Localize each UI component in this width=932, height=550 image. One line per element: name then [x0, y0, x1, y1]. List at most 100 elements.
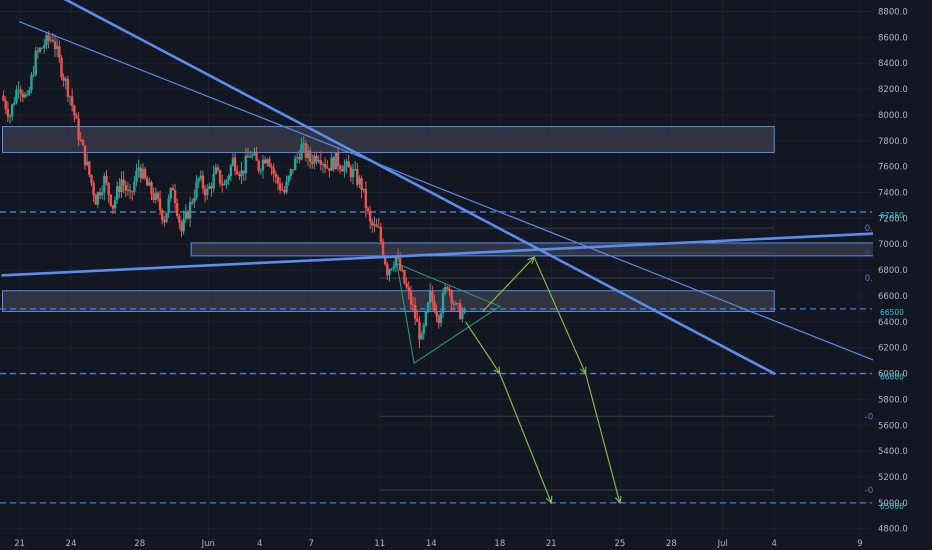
candle-body-98: [212, 174, 215, 189]
candle-body-92: [199, 175, 202, 179]
trendline-1: [19, 21, 895, 369]
candle-body-154: [332, 157, 335, 170]
candle-body-160: [345, 161, 348, 166]
time-tick-label-13: 4: [772, 539, 777, 549]
price-axis-background: [873, 0, 932, 550]
time-tick-label-3: Jun: [201, 539, 215, 549]
price-level-tag-0: 67250: [880, 211, 904, 220]
projection-0-segment-1: [533, 256, 587, 374]
candle-body-127: [274, 173, 278, 177]
candle-body-93: [201, 175, 205, 189]
candle-body-15: [34, 50, 37, 75]
candle-body-89: [193, 197, 196, 203]
candle-body-61: [133, 181, 136, 192]
candle-body-31: [68, 96, 72, 98]
candle-body-209: [450, 291, 453, 304]
candle-body-76: [165, 212, 168, 223]
candle-body-2: [6, 109, 10, 117]
candle-body-205: [441, 292, 445, 314]
candle-body-97: [210, 185, 213, 189]
candle-body-35: [77, 118, 80, 140]
price-tick-label-19: 8600.0: [878, 33, 908, 43]
candle-body-110: [238, 174, 241, 177]
time-axis: 21 24 28 Jun 4 7 11 14 18 21 25 28 Jul 4 9: [0, 537, 932, 550]
candle-body-155: [334, 152, 338, 170]
candle-body-62: [135, 170, 138, 182]
candle-body-122: [263, 159, 267, 164]
candle-body-214: [461, 312, 464, 319]
candle-body-83: [180, 222, 183, 232]
candle-body-43: [94, 195, 97, 205]
candle-body-109: [236, 171, 239, 175]
candle-body-144: [311, 161, 314, 164]
price-tick-label-9: 6600.0: [878, 292, 908, 302]
candle-body-96: [208, 185, 211, 189]
candle-body-162: [349, 167, 353, 178]
candle-body-17: [38, 47, 42, 52]
candle-body-170: [366, 208, 370, 212]
candle-body-88: [191, 201, 194, 203]
price-tick-label-20: 8800.0: [878, 8, 908, 18]
candle-body-8: [19, 89, 22, 94]
candle-body-183: [394, 257, 398, 267]
candle-body-208: [448, 288, 451, 292]
candle-body-4: [10, 104, 14, 117]
candle-body-107: [231, 157, 235, 166]
candle-body-47: [103, 175, 106, 193]
price-tick-label-17: 8200.0: [878, 85, 908, 95]
candle-body-139: [300, 144, 303, 160]
candle-body-5: [13, 102, 16, 105]
candle-body-177: [381, 241, 385, 257]
price-tick-label-3: 5400.0: [878, 447, 908, 457]
candle-body-140: [302, 143, 305, 145]
candle-body-121: [261, 159, 265, 171]
candle-body-167: [360, 178, 363, 190]
price-tick-label-0: 4800.0: [878, 525, 908, 535]
candle-body-14: [32, 74, 35, 76]
candle-body-51: [111, 205, 115, 209]
candle-body-111: [240, 170, 243, 177]
candle-body-45: [98, 192, 102, 196]
candle-body-193: [416, 318, 419, 322]
candle-body-189: [407, 287, 410, 292]
candle-body-38: [83, 145, 87, 166]
price-level-tag-2: 66000: [880, 373, 904, 382]
candle-body-119: [257, 160, 260, 171]
candle-body-108: [233, 157, 237, 172]
time-tick-label-5: 7: [308, 539, 313, 549]
candle-body-206: [443, 287, 447, 293]
time-tick-label-9: 21: [546, 539, 557, 549]
candle-body-49: [107, 182, 110, 195]
projection-1-segment-1: [499, 373, 552, 504]
candle-body-136: [293, 158, 297, 171]
projection-1-segment-0: [465, 321, 501, 374]
candle-body-78: [169, 187, 172, 199]
candle-body-7: [17, 89, 20, 91]
price-tick-label-1: 5000.0: [878, 499, 908, 509]
time-tick-label-4: 4: [257, 539, 262, 549]
price-tick-label-18: 8400.0: [878, 59, 908, 69]
price-tick-label-16: 8000.0: [878, 111, 908, 121]
candle-body-207: [446, 287, 449, 289]
candle-body-141: [304, 143, 308, 158]
time-tick-label-10: 25: [614, 539, 625, 549]
candle-body-32: [70, 96, 74, 106]
candle-body-55: [120, 179, 123, 192]
triangle-outline: [396, 262, 501, 365]
candle-body-142: [306, 150, 310, 158]
candle-body-39: [85, 161, 89, 166]
price-tick-label-5: 5800.0: [878, 395, 908, 405]
candle-body-181: [390, 268, 393, 270]
candle-body-166: [358, 178, 361, 185]
candle-body-101: [218, 170, 222, 184]
candle-body-19: [43, 45, 46, 48]
candle-body-70: [152, 194, 155, 200]
candle-body-59: [128, 189, 132, 192]
candle-body-156: [336, 152, 340, 167]
candle-body-125: [270, 166, 273, 169]
candle-body-165: [356, 169, 359, 185]
zone-0: [2, 126, 775, 153]
candle-body-41: [90, 174, 93, 184]
candle-body-210: [452, 303, 455, 305]
